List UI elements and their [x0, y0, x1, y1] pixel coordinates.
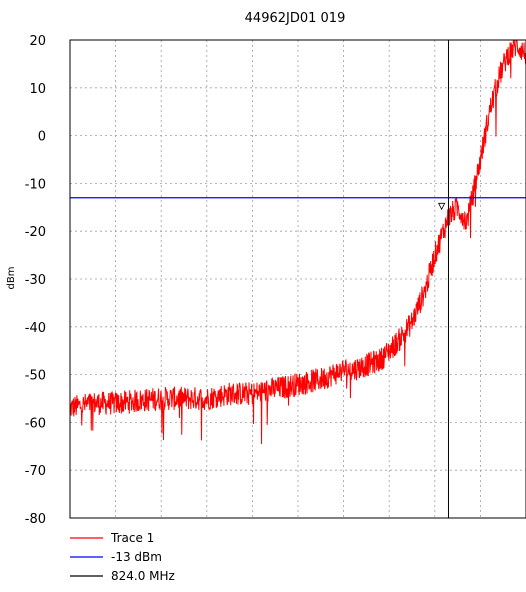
y-tick-label: 0 [38, 130, 46, 145]
y-tick-label: 20 [29, 34, 46, 49]
legend: Trace 1 -13 dBm 824.0 MHz [70, 531, 175, 583]
plot-border [69, 39, 526, 519]
y-tick-label: -40 [25, 321, 46, 336]
series-layer [70, 40, 526, 518]
y-tick-label: -20 [25, 225, 46, 240]
y-tick-label: -30 [25, 273, 46, 288]
grid [70, 40, 526, 518]
legend-label: -13 dBm [111, 550, 162, 564]
y-tick-label: 10 [29, 82, 46, 97]
y-tick-label: -70 [25, 464, 46, 479]
marker-triangle-icon [437, 202, 446, 211]
y-tick-label: -10 [25, 177, 46, 192]
chart-title: 44962JD01 019 [245, 11, 346, 26]
legend-label: 824.0 MHz [111, 569, 175, 583]
trace-1-line [70, 40, 526, 444]
legend-label: Trace 1 [110, 531, 154, 545]
y-axis-label: dBm [6, 267, 17, 290]
y-tick-labels: 20 10 0 -10 -20 -30 -40 -50 -60 -70 -80 [25, 34, 46, 527]
plot-area [70, 40, 526, 518]
y-tick-label: -80 [25, 512, 46, 527]
y-tick-label: -50 [25, 369, 46, 384]
y-tick-label: -60 [25, 416, 46, 431]
